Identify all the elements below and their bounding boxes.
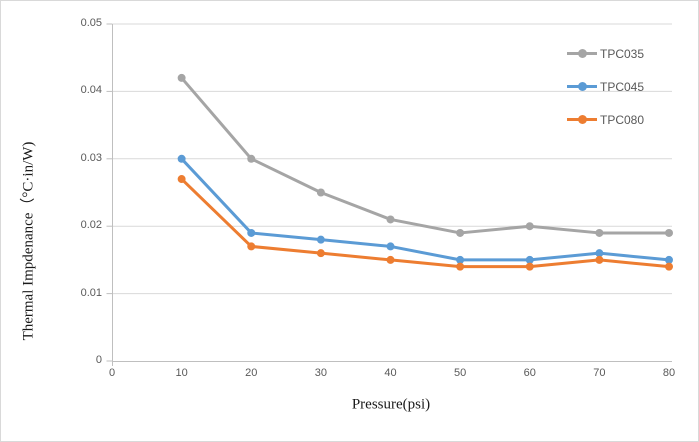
series-line-tpc080 <box>180 177 671 269</box>
data-point-tpc080 <box>316 249 325 258</box>
legend-marker-icon <box>567 82 597 91</box>
data-point-tpc045 <box>456 255 465 264</box>
data-point-tpc080 <box>177 175 186 184</box>
data-point-tpc045 <box>386 242 395 251</box>
data-point-tpc035 <box>316 188 325 197</box>
y-tick-label: 0.01 <box>80 286 102 299</box>
legend-label: TPC045 <box>600 79 645 94</box>
legend-item-tpc045: TPC045 <box>567 70 644 103</box>
y-tick-label: 0.05 <box>80 17 102 29</box>
y-axis-title: Thermal Impdenance（°C·in/W) <box>20 141 37 341</box>
data-point-tpc035 <box>456 228 465 237</box>
data-point-tpc045 <box>316 235 325 244</box>
data-point-tpc045 <box>247 228 256 237</box>
x-tick-label: 30 <box>314 367 327 379</box>
data-point-tpc035 <box>665 228 673 237</box>
x-tick-label: 10 <box>175 367 188 379</box>
data-point-tpc080 <box>456 262 465 271</box>
y-tick-label: 0.03 <box>80 151 102 164</box>
series-line-tpc035 <box>180 76 671 235</box>
x-tick-label: 80 <box>662 367 676 379</box>
data-point-tpc045 <box>665 255 673 264</box>
x-axis-title: Pressure(psi) <box>351 396 431 413</box>
y-tick-label: 0.04 <box>80 84 102 97</box>
legend-item-tpc080: TPC080 <box>567 103 644 136</box>
x-tick-label: 40 <box>384 367 397 379</box>
legend-label: TPC035 <box>600 46 645 61</box>
data-point-tpc080 <box>247 242 256 251</box>
legend: TPC035 TPC045 TPC080 <box>567 37 644 136</box>
data-point-tpc035 <box>595 228 604 237</box>
data-point-tpc035 <box>386 215 395 224</box>
x-tick-label: 20 <box>245 367 258 379</box>
y-tick-label: 0 <box>95 354 102 366</box>
data-point-tpc080 <box>386 255 395 264</box>
x-tick-label: 70 <box>593 367 606 379</box>
data-point-tpc035 <box>525 222 534 231</box>
data-point-tpc045 <box>525 255 534 264</box>
data-point-tpc035 <box>177 73 186 82</box>
data-point-tpc045 <box>595 249 604 258</box>
legend-marker-icon <box>567 49 597 58</box>
data-point-tpc035 <box>247 154 256 163</box>
legend-marker-icon <box>567 115 597 124</box>
x-tick-label: 60 <box>523 367 536 379</box>
y-tick-label: 0.02 <box>80 219 102 232</box>
data-point-tpc080 <box>665 262 673 271</box>
legend-label: TPC080 <box>600 112 645 127</box>
data-point-tpc080 <box>595 255 604 264</box>
x-tick-label: 50 <box>454 367 467 379</box>
data-point-tpc080 <box>525 262 534 271</box>
legend-item-tpc035: TPC035 <box>567 37 644 70</box>
x-tick-label: 0 <box>108 367 116 379</box>
data-point-tpc045 <box>177 154 186 163</box>
series-line-tpc045 <box>180 157 671 262</box>
